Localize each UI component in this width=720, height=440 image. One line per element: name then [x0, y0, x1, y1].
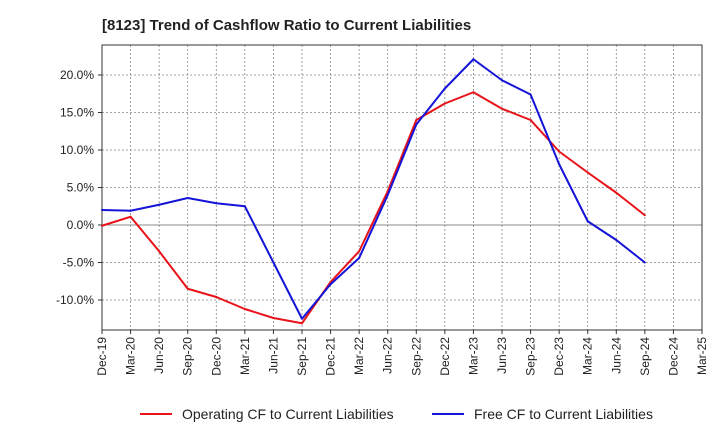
series-0-point: [301, 322, 303, 325]
series-1-point: [129, 209, 132, 212]
series-1-point: [386, 194, 389, 196]
series-0-point: [415, 119, 418, 121]
series-1-point: [101, 209, 103, 211]
x-tick-label: Sep-23: [524, 337, 538, 376]
x-tick-label: Sep-24: [638, 337, 652, 376]
series-1-point: [272, 261, 275, 264]
x-tick-label: Jun-20: [152, 337, 166, 374]
series-0-point: [558, 150, 561, 153]
x-tick-label: Dec-19: [95, 337, 109, 376]
x-tick-label: Jun-23: [495, 337, 509, 374]
series-1-point: [243, 205, 246, 208]
series-1-point: [301, 317, 303, 320]
y-tick-label: 10.0%: [60, 143, 94, 157]
series-0-point: [615, 191, 618, 194]
x-tick-label: Jun-22: [381, 337, 395, 374]
x-tick-label: Dec-20: [209, 337, 223, 376]
x-tick-label: Mar-23: [466, 337, 480, 375]
series-0-point: [358, 250, 361, 253]
x-tick-label: Mar-22: [352, 337, 366, 375]
series-1-point: [358, 257, 361, 259]
series-1-point: [415, 123, 418, 126]
series-1-point: [558, 163, 561, 166]
series-line-1: [101, 58, 646, 320]
series-0-point: [501, 107, 503, 110]
series-1-point: [472, 58, 475, 61]
series-1-point: [158, 203, 161, 206]
series-1-point: [329, 283, 332, 286]
x-tick-label: Sep-22: [409, 337, 423, 376]
series-1-point: [215, 202, 218, 205]
series-1-point: [643, 261, 646, 264]
x-tick-label: Sep-21: [295, 337, 309, 376]
x-tick-label: Dec-21: [324, 337, 338, 376]
chart-title: [8123] Trend of Cashflow Ratio to Curren…: [102, 17, 471, 34]
series-line-0: [101, 91, 646, 325]
series-0-point: [643, 214, 646, 217]
y-tick-label: 15.0%: [60, 106, 94, 120]
x-tick-label: Sep-20: [181, 337, 195, 376]
legend-label-free-cf: Free CF to Current Liabilities: [474, 406, 653, 422]
x-axis-ticks: Dec-19 Mar-20 Jun-20 Sep-20 Dec-20 Mar-21 Jun-…: [95, 330, 709, 376]
x-tick-label: Mar-20: [124, 337, 138, 375]
series-0-point: [529, 119, 532, 121]
series-0-point: [443, 102, 446, 105]
series-1-point: [186, 197, 189, 199]
x-tick-label: Mar-25: [695, 337, 709, 375]
legend-label-operating-cf: Operating CF to Current Liabilities: [182, 406, 394, 422]
x-tick-label: Mar-21: [238, 337, 252, 375]
x-tick-label: Dec-23: [552, 337, 566, 376]
x-tick-label: Jun-21: [266, 337, 280, 374]
y-tick-label: 5.0%: [67, 181, 95, 195]
series-1-point: [529, 93, 532, 96]
x-tick-label: Dec-24: [666, 337, 680, 376]
y-axis-ticks: -10.0% -5.0% 0.0% 5.0% 10.0% 15.0% 20.0%: [56, 68, 102, 307]
series-0-point: [215, 296, 218, 298]
y-tick-label: 0.0%: [67, 218, 95, 232]
x-tick-label: Mar-24: [581, 337, 595, 375]
series-0-point: [472, 91, 475, 94]
x-tick-label: Dec-22: [438, 337, 452, 376]
series-1-point: [615, 239, 618, 241]
y-tick-label: -10.0%: [56, 293, 94, 307]
y-tick-label: -5.0%: [63, 256, 95, 270]
series-0-point: [243, 308, 246, 310]
series-0-point: [158, 250, 161, 253]
series-0-point: [586, 171, 589, 174]
series-lines: [101, 58, 646, 325]
series-1-point: [586, 220, 589, 223]
legend: Operating CF to Current Liabilities Free…: [140, 406, 653, 422]
series-0-point: [101, 224, 103, 227]
series-0-point: [186, 287, 189, 290]
series-1-point: [501, 79, 503, 82]
y-tick-label: 20.0%: [60, 68, 94, 82]
series-0-point: [129, 215, 132, 218]
x-tick-label: Jun-24: [609, 337, 623, 374]
series-0-point: [272, 317, 275, 319]
grid: [102, 45, 702, 330]
series-1-point: [443, 87, 446, 90]
